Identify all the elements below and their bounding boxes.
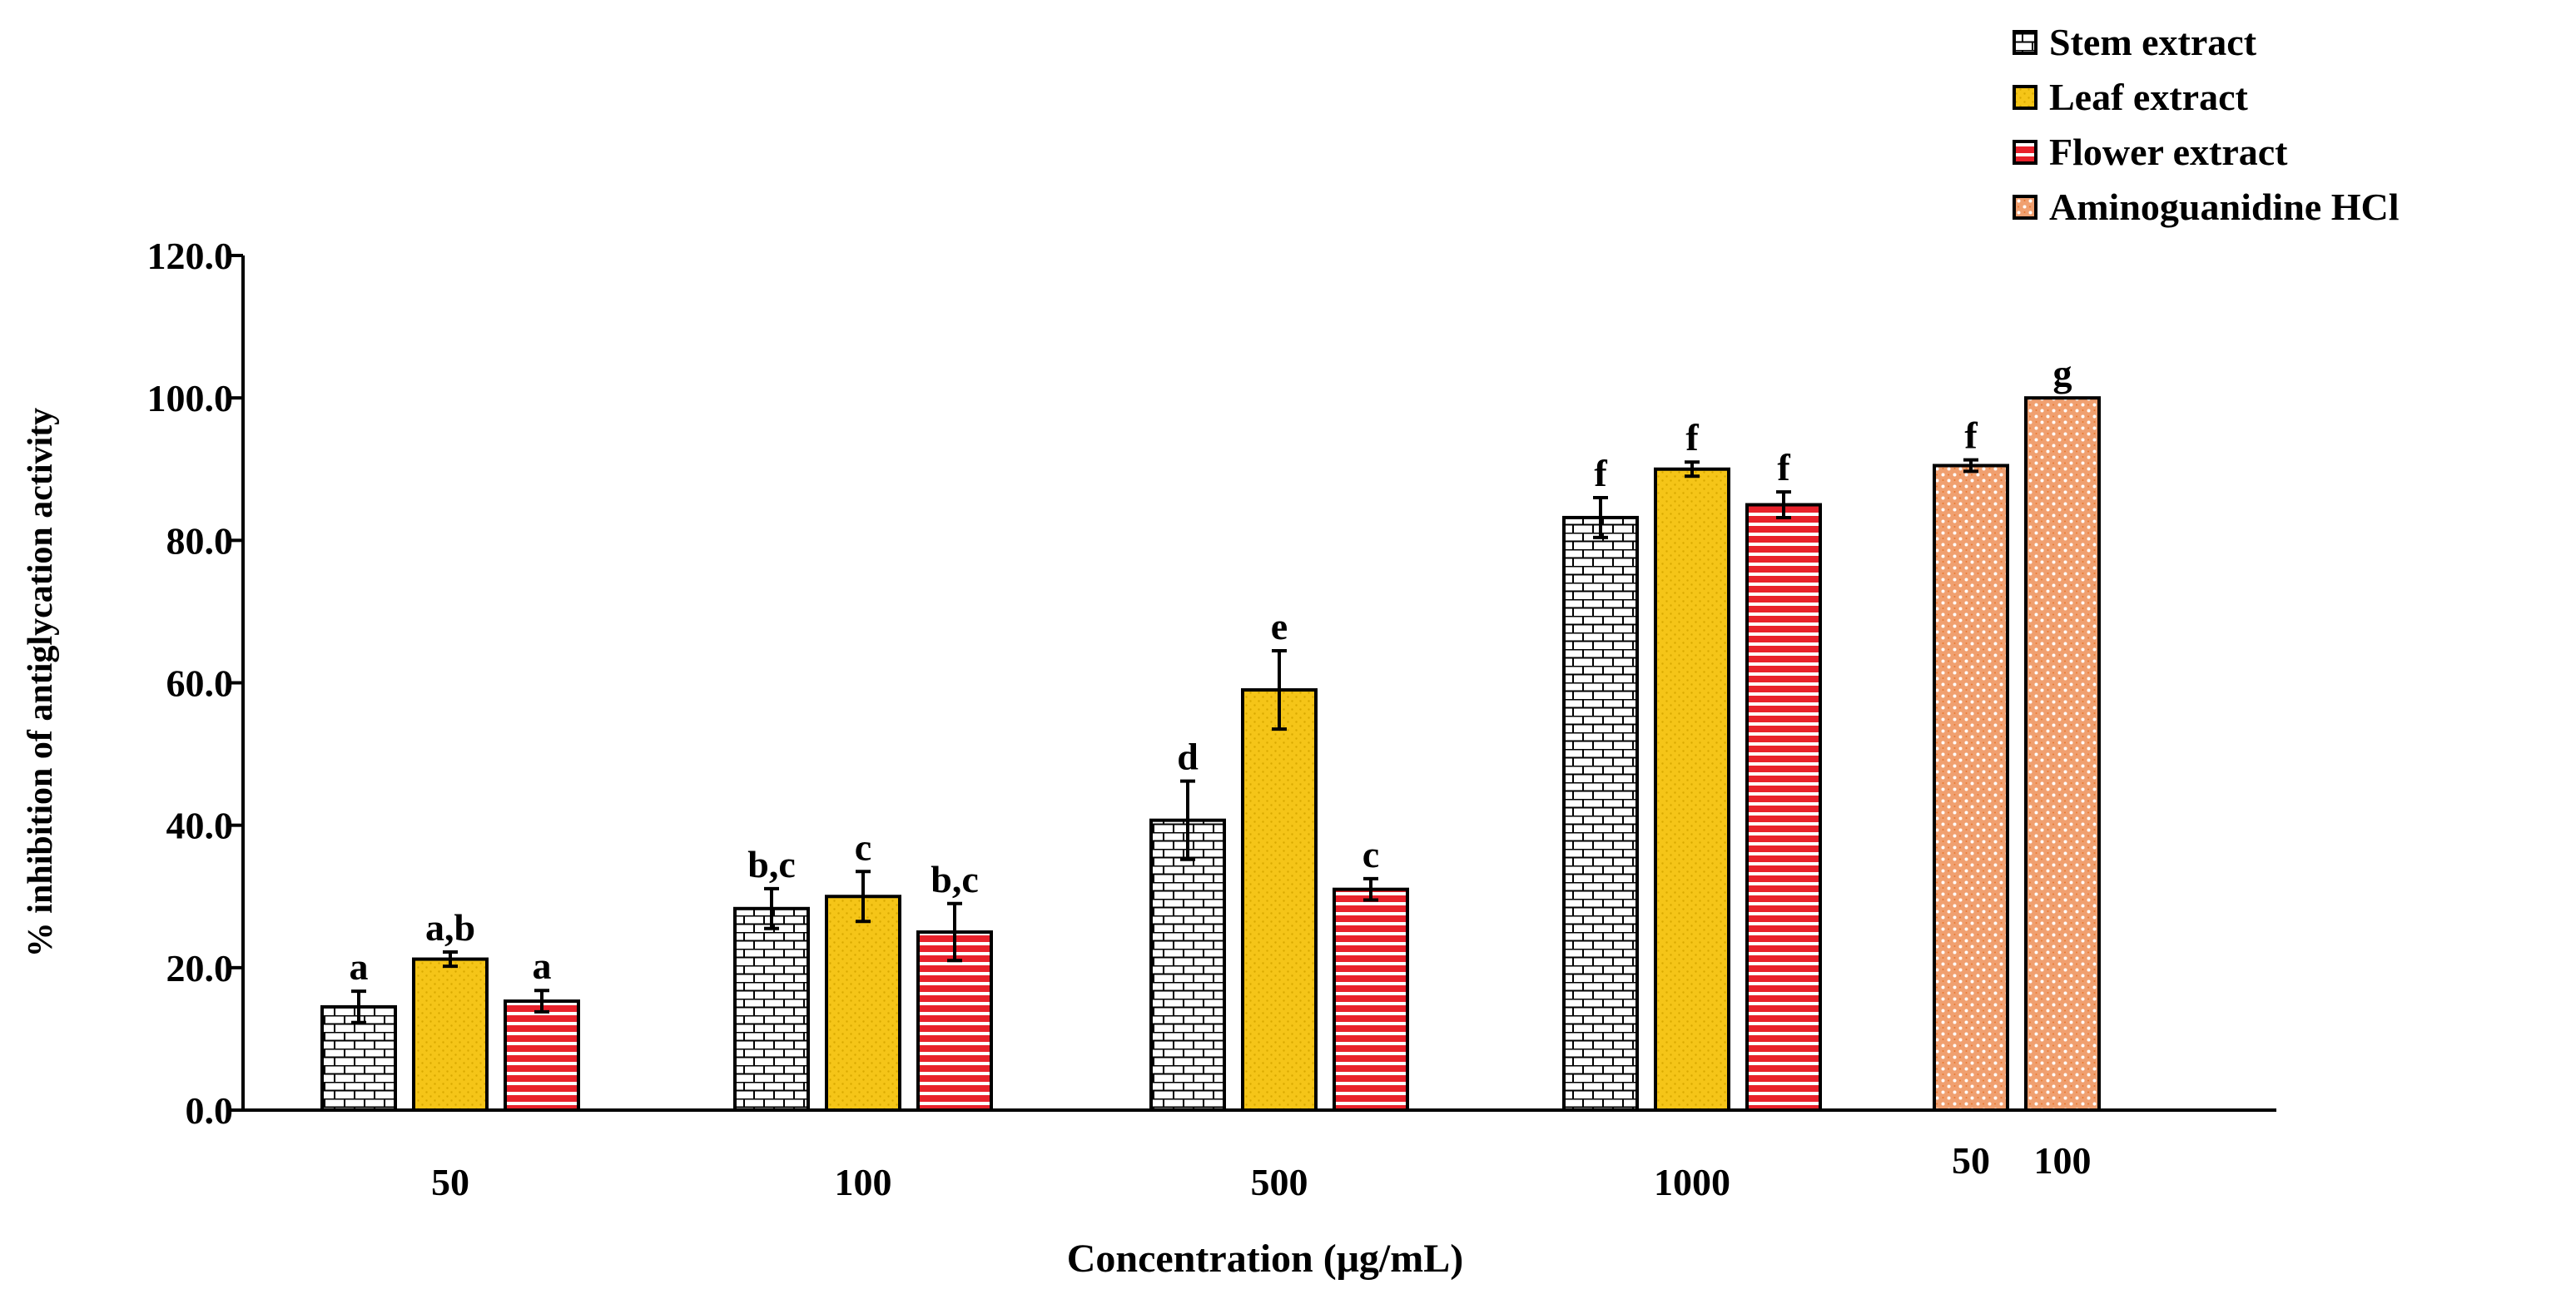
legend: Stem extract Leaf extract Flower extract Am…: [2013, 21, 2400, 228]
legend-swatch: [2013, 30, 2037, 55]
error-bar: [443, 950, 458, 969]
bar-annotation: f: [1964, 414, 1978, 457]
legend-item: Leaf extract: [2013, 76, 2248, 118]
x-axis: 50 100 500 1000 50 100: [243, 1108, 2276, 1203]
legend-label: Leaf extract: [2049, 76, 2248, 118]
legend-item: Stem extract: [2013, 21, 2257, 63]
y-axis: 0.0 20.0 40.0 60.0 80.0 100.0 120.0: [147, 235, 245, 1132]
error-bar: [351, 989, 366, 1024]
y-tick-label: 60.0: [166, 662, 234, 705]
bar: [504, 999, 580, 1112]
error-bar: [534, 989, 549, 1014]
bar-annotation: d: [1177, 736, 1199, 778]
legend-label: Aminoguanidine HCl: [2049, 186, 2400, 228]
error-bar: [1180, 779, 1195, 861]
bar: [1654, 467, 1730, 1112]
x-tick-label: 1000: [1654, 1161, 1730, 1203]
x-tick-label: 100: [2034, 1139, 2092, 1182]
bar-annotation: a: [350, 945, 369, 988]
bar: [2024, 396, 2101, 1112]
bar: [1333, 887, 1409, 1112]
bar: [1149, 818, 1226, 1112]
x-tick-label: 50: [431, 1161, 469, 1203]
y-tick-label: 40.0: [166, 805, 234, 847]
bar-annotation: a,b: [425, 906, 475, 949]
legend-label: Stem extract: [2049, 21, 2257, 63]
x-tick-label: 500: [1251, 1161, 1308, 1203]
error-bar: [1685, 460, 1700, 478]
bar: [1562, 515, 1639, 1112]
legend-item: Flower extract: [2013, 131, 2288, 173]
bar-annotation: b,c: [747, 843, 796, 885]
y-tick-label: 120.0: [147, 235, 234, 277]
legend-swatch: [2013, 140, 2037, 165]
x-axis-title: Concentration (μg/mL): [1067, 1237, 1463, 1281]
bar-annotation: c: [1362, 833, 1379, 875]
bars: a a,b a b,c c b,c d e c f f f f g: [320, 352, 2101, 1113]
bar-annotation: c: [855, 826, 871, 868]
y-tick-label: 80.0: [166, 519, 234, 562]
bar-annotation: b,c: [931, 858, 979, 900]
bar-annotation: f: [1685, 416, 1699, 459]
y-tick-label: 20.0: [166, 947, 234, 989]
bar-annotation: a: [533, 945, 552, 987]
error-bar: [856, 870, 871, 924]
bar-annotation: g: [2053, 352, 2072, 394]
x-tick-label: 50: [1952, 1139, 1990, 1182]
legend-label: Flower extract: [2049, 131, 2288, 173]
legend-swatch: [2013, 195, 2037, 220]
bar-annotation: e: [1271, 605, 1288, 647]
y-axis-title: % inhibition of antiglycation activity: [22, 408, 60, 957]
legend-swatch: [2013, 85, 2037, 110]
error-bar: [1363, 876, 1378, 902]
bar: [1745, 503, 1822, 1112]
bar: [1933, 464, 2009, 1112]
error-bar: [1272, 648, 1287, 731]
bar-annotation: f: [1777, 446, 1790, 488]
legend-item: Aminoguanidine HCl: [2013, 186, 2400, 228]
error-bar: [1963, 458, 1978, 474]
error-bar: [764, 886, 779, 930]
bar: [825, 895, 901, 1112]
error-bar: [947, 901, 962, 963]
error-bar: [1776, 490, 1791, 519]
y-tick-label: 0.0: [186, 1089, 234, 1132]
bar: [733, 906, 810, 1113]
error-bar: [1593, 495, 1608, 539]
y-tick-label: 100.0: [147, 377, 234, 419]
x-tick-label: 100: [835, 1161, 892, 1203]
bar: [412, 957, 489, 1113]
bar-annotation: f: [1594, 452, 1607, 494]
bar: [1241, 688, 1318, 1113]
y-axis-title-group: % inhibition of antiglycation activity: [22, 408, 60, 957]
